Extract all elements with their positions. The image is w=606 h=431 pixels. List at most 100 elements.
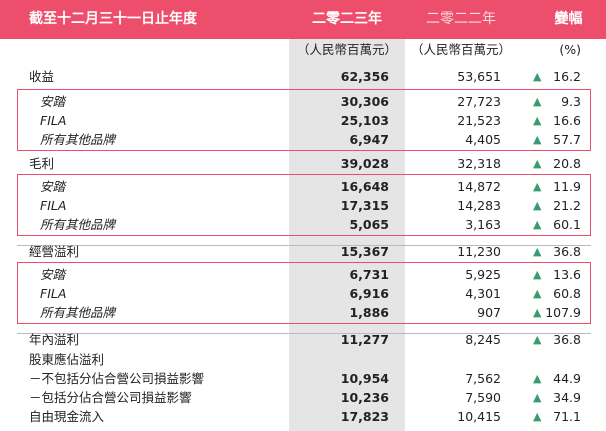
up-arrow-icon: ▲ [533, 218, 542, 231]
change-percent: 16.6 [553, 113, 581, 128]
table-row: 所有其他品牌 6,947 4,405 ▲ 57.7 [0, 130, 606, 149]
row-label: 股東應佔溢利 [29, 352, 105, 367]
table-row: 年內溢利 11,277 8,245 ▲ 36.8 [0, 330, 606, 349]
row-label: 收益 [29, 69, 55, 84]
value-2022: 3,163 [465, 217, 501, 232]
divider [17, 245, 591, 246]
up-arrow-icon: ▲ [533, 180, 542, 193]
change-percent: 60.1 [553, 217, 581, 232]
table-row: 收益 62,356 53,651 ▲ 16.2 [0, 67, 606, 86]
table-row: 安踏 16,648 14,872 ▲ 11.9 [0, 177, 606, 196]
value-2022: 27,723 [457, 94, 501, 109]
period-label: 截至十二月三十一日止年度 [29, 11, 197, 27]
value-2023: 17,315 [340, 198, 389, 213]
up-arrow-icon: ▲ [533, 306, 542, 319]
table-row: 股東應佔溢利 [0, 350, 606, 369]
unit-change: (%) [559, 42, 581, 57]
table-row: FILA 17,315 14,283 ▲ 21.2 [0, 196, 606, 215]
table-row: 自由現金流入 17,823 10,415 ▲ 71.1 [0, 407, 606, 426]
row-label: 安踏 [40, 94, 66, 109]
up-arrow-icon: ▲ [533, 287, 542, 300]
row-label: FILA [40, 198, 67, 213]
value-2023: 15,367 [340, 244, 389, 259]
change-percent: 16.2 [553, 69, 581, 84]
current-year-column-shade [289, 0, 405, 431]
value-2022: 14,283 [457, 198, 501, 213]
row-label: 所有其他品牌 [40, 305, 116, 320]
row-label: 年內溢利 [29, 332, 80, 347]
up-arrow-icon: ▲ [533, 245, 542, 258]
unit-2022: （人民幣百萬元） [410, 42, 511, 57]
table-row: 經營溢利 15,367 11,230 ▲ 36.8 [0, 242, 606, 261]
up-arrow-icon: ▲ [533, 199, 542, 212]
up-arrow-icon: ▲ [533, 157, 542, 170]
change-percent: 60.8 [553, 286, 581, 301]
revenue-breakdown-box [17, 89, 591, 151]
value-2023: 6,731 [349, 267, 389, 282]
table-row: 毛利 39,028 32,318 ▲ 20.8 [0, 154, 606, 173]
change-percent: 11.9 [553, 179, 581, 194]
change-percent: 36.8 [553, 332, 581, 347]
up-arrow-icon: ▲ [533, 372, 542, 385]
up-arrow-icon: ▲ [533, 95, 542, 108]
up-arrow-icon: ▲ [533, 114, 542, 127]
change-percent: 34.9 [553, 390, 581, 405]
table-row: －包括分佔合營公司損益影響 10,236 7,590 ▲ 34.9 [0, 388, 606, 407]
table-row: 所有其他品牌 5,065 3,163 ▲ 60.1 [0, 215, 606, 234]
up-arrow-icon: ▲ [533, 133, 542, 146]
value-2022: 4,405 [465, 132, 501, 147]
row-label: 毛利 [29, 156, 55, 171]
value-2023: 10,954 [340, 371, 389, 386]
value-2023: 11,277 [340, 332, 389, 347]
value-2023: 39,028 [340, 156, 389, 171]
value-2023: 10,236 [340, 390, 389, 405]
change-percent: 20.8 [553, 156, 581, 171]
table-row: FILA 25,103 21,523 ▲ 16.6 [0, 111, 606, 130]
value-2023: 17,823 [340, 409, 389, 424]
table-header: 截至十二月三十一日止年度 二零二三年 二零二二年 變幅 [0, 0, 606, 39]
value-2023: 5,065 [349, 217, 389, 232]
table-row: －不包括分佔合營公司損益影響 10,954 7,562 ▲ 44.9 [0, 369, 606, 388]
value-2022: 5,925 [465, 267, 501, 282]
row-label: 安踏 [40, 267, 66, 282]
value-2023: 25,103 [340, 113, 389, 128]
change-percent: 71.1 [553, 409, 581, 424]
header-2022: 二零二二年 [426, 11, 496, 27]
change-percent: 36.8 [553, 244, 581, 259]
divider [17, 333, 591, 334]
table-row: FILA 6,916 4,301 ▲ 60.8 [0, 284, 606, 303]
up-arrow-icon: ▲ [533, 391, 542, 404]
value-2022: 907 [477, 305, 501, 320]
up-arrow-icon: ▲ [533, 333, 542, 346]
value-2022: 32,318 [457, 156, 501, 171]
up-arrow-icon: ▲ [533, 268, 542, 281]
row-label: 安踏 [40, 179, 66, 194]
value-2022: 8,245 [465, 332, 501, 347]
change-percent: 44.9 [553, 371, 581, 386]
row-label: －包括分佔合營公司損益影響 [29, 390, 192, 405]
value-2022: 7,590 [465, 390, 501, 405]
value-2022: 53,651 [457, 69, 501, 84]
header-change: 變幅 [554, 11, 583, 27]
value-2022: 11,230 [457, 244, 501, 259]
change-percent: 9.3 [561, 94, 581, 109]
table-row: 安踏 30,306 27,723 ▲ 9.3 [0, 92, 606, 111]
row-label: －不包括分佔合營公司損益影響 [29, 371, 205, 386]
value-2023: 1,886 [349, 305, 389, 320]
row-label: FILA [40, 113, 67, 128]
row-label: 經營溢利 [29, 244, 80, 259]
value-2022: 14,872 [457, 179, 501, 194]
operating-profit-breakdown-box [17, 262, 591, 324]
row-label: FILA [40, 286, 67, 301]
row-label: 所有其他品牌 [40, 217, 116, 232]
value-2023: 30,306 [340, 94, 389, 109]
up-arrow-icon: ▲ [533, 410, 542, 423]
up-arrow-icon: ▲ [533, 70, 542, 83]
value-2023: 16,648 [340, 179, 389, 194]
header-2023: 二零二三年 [312, 11, 382, 27]
value-2022: 4,301 [465, 286, 501, 301]
table-row: 安踏 6,731 5,925 ▲ 13.6 [0, 265, 606, 284]
gross-profit-breakdown-box [17, 174, 591, 236]
row-label: 自由現金流入 [29, 409, 105, 424]
value-2022: 7,562 [465, 371, 501, 386]
